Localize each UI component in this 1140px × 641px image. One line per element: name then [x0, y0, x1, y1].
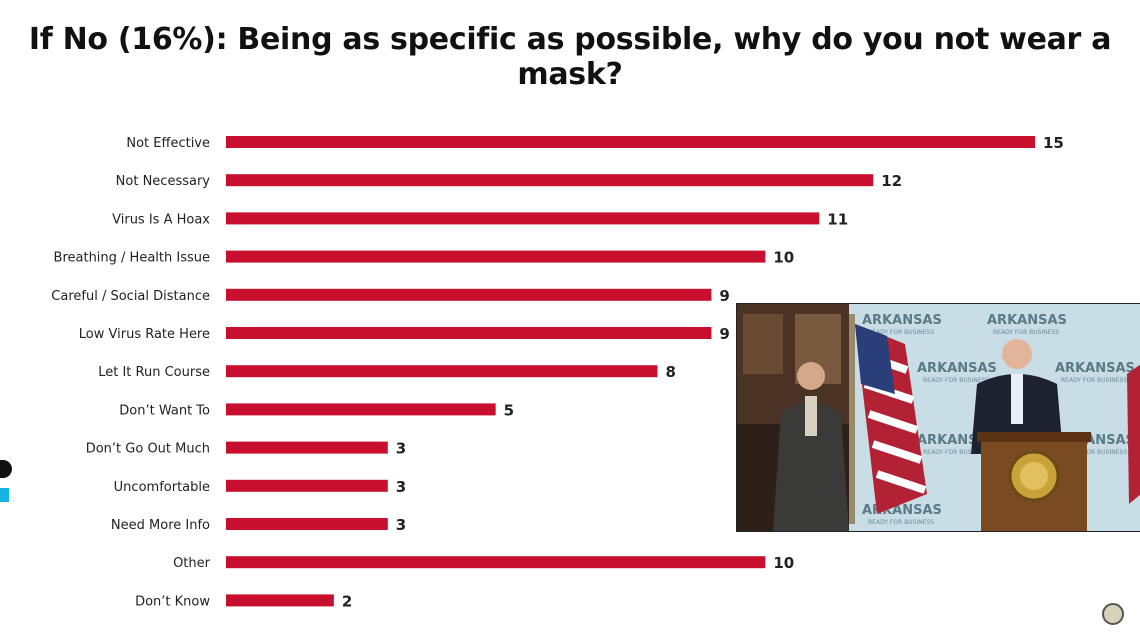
category-label: Don’t Want To — [119, 403, 210, 418]
bar — [226, 250, 766, 263]
value-label: 10 — [773, 249, 794, 267]
video-overlay[interactable]: ARKANSAS READY FOR BUSINESS ARKANSAS READY … — [736, 303, 1140, 532]
chart-title: If No (16%): Being as specific as possib… — [28, 22, 1112, 92]
category-label: Not Effective — [126, 136, 210, 151]
bar — [226, 327, 712, 339]
value-label: 3 — [396, 516, 406, 534]
backdrop-subtext: READY FOR BUSINESS — [1061, 449, 1127, 456]
bar — [226, 136, 1035, 148]
category-label: Not Necessary — [116, 174, 211, 189]
value-label: 5 — [504, 401, 514, 419]
bar — [226, 594, 334, 607]
backdrop-word: ARKANSAS — [1055, 361, 1135, 376]
bar — [226, 288, 712, 301]
bar — [226, 365, 658, 378]
backdrop-subtext: READY FOR BUSINESS — [1061, 377, 1127, 384]
value-label: 8 — [665, 363, 675, 381]
bar — [226, 518, 388, 530]
value-label: 3 — [396, 478, 406, 496]
category-label: Let It Run Course — [98, 365, 210, 380]
value-labels-group: 15 12 11 10 9 9 8 5 3 3 3 10 2 — [342, 134, 1064, 610]
seal-icon — [1102, 603, 1124, 625]
bar — [226, 556, 766, 569]
backdrop-subtext: READY FOR BUSINESS — [868, 519, 934, 526]
category-label: Uncomfortable — [114, 480, 210, 495]
category-label: Don’t Go Out Much — [86, 442, 210, 457]
backdrop-subtext: READY FOR BUSINESS — [993, 329, 1059, 336]
value-label: 10 — [773, 554, 794, 572]
backdrop-word: ARKANSAS — [862, 503, 942, 518]
help-icon[interactable] — [0, 460, 12, 505]
category-labels-group: Not Effective Not Necessary Virus Is A Hoa… — [51, 136, 210, 609]
category-label: Breathing / Health Issue — [54, 251, 210, 266]
bar — [226, 212, 820, 225]
backdrop-subtext: READY FOR BUSINESS — [868, 329, 934, 336]
bar — [226, 174, 874, 187]
value-label: 11 — [827, 210, 848, 228]
value-label: 12 — [881, 172, 902, 190]
value-label: 9 — [719, 287, 729, 305]
backdrop-word: ARKANSAS — [987, 313, 1067, 328]
category-label: Don’t Know — [135, 594, 210, 609]
value-label: 9 — [719, 325, 729, 343]
bars-group — [226, 136, 1035, 607]
value-label: 15 — [1043, 134, 1064, 152]
bar — [226, 403, 496, 416]
backdrop-subtext: READY FOR BUSINESS — [923, 377, 989, 384]
category-label: Low Virus Rate Here — [79, 327, 210, 342]
bar — [226, 441, 388, 454]
backdrop-word: ARKANSAS — [862, 313, 942, 328]
bar — [226, 479, 388, 492]
category-label: Need More Info — [111, 518, 210, 533]
category-label: Other — [173, 556, 211, 571]
backdrop-word: ARKANSAS — [917, 361, 997, 376]
value-label: 3 — [396, 440, 406, 458]
value-label: 2 — [342, 592, 352, 610]
backdrop-subtext: READY FOR BUSINESS — [923, 449, 989, 456]
category-label: Virus Is A Hoax — [112, 212, 210, 227]
category-label: Careful / Social Distance — [51, 289, 210, 304]
